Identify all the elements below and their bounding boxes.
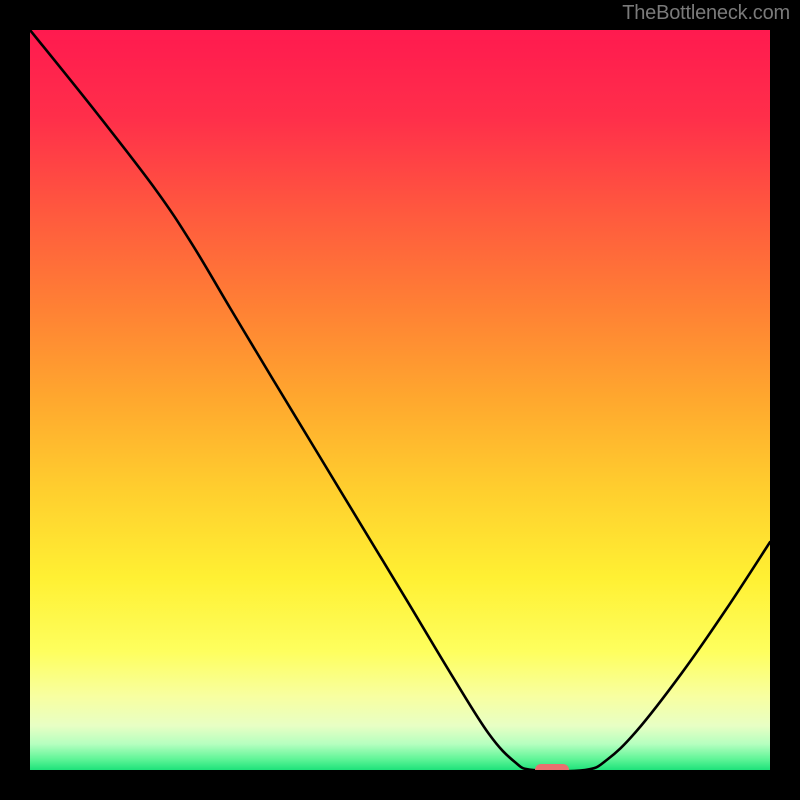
bottleneck-chart-svg [30,30,770,770]
chart-plot-area [30,30,770,770]
optimum-marker [535,764,569,770]
watermark-text: TheBottleneck.com [622,2,790,25]
chart-background [30,30,770,770]
